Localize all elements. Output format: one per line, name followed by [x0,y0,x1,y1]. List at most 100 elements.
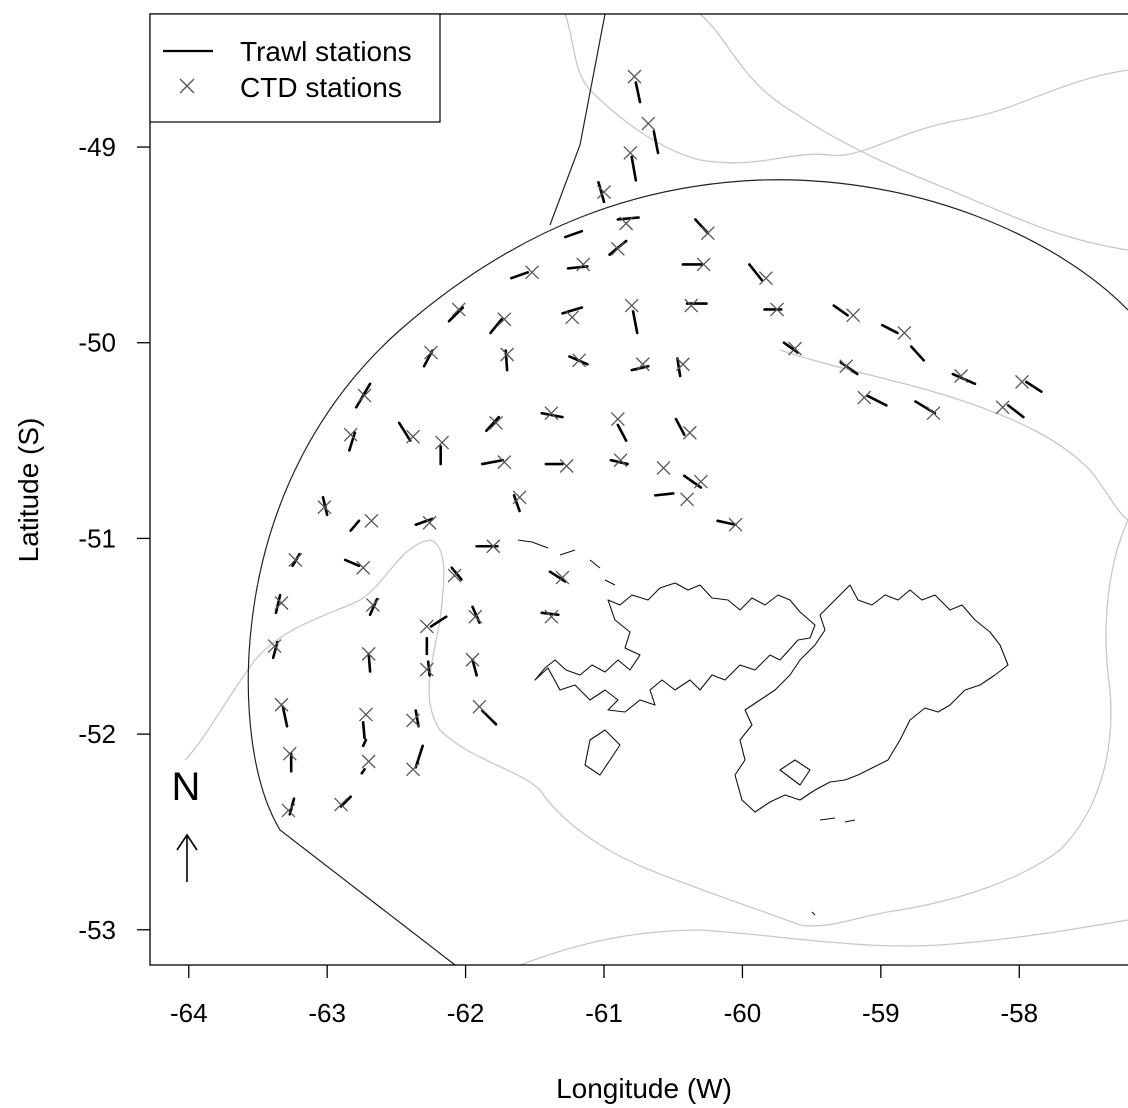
contour-south [519,919,1128,965]
ctd-station-67 [406,713,420,728]
ctd-station-51 [486,539,501,554]
ctd-stroke [451,302,466,317]
ctd-stroke [267,639,282,654]
ctd-stroke [544,609,559,624]
ctd-stroke [500,347,515,362]
ctd-stroke [356,560,371,575]
trawl-station-28 [865,394,888,407]
trawl-station-70 [480,709,498,726]
ctd-station-46 [680,492,695,507]
ctd-station-43 [656,461,671,475]
ctd-stroke [419,619,434,634]
ctd-stroke [334,797,348,812]
ctd-station-15 [624,298,639,313]
ctd-stroke [361,754,376,769]
ctd-stroke [288,552,303,567]
trawl-station-48 [716,519,737,527]
ctd-stroke [422,515,437,530]
ctd-stroke [419,662,434,677]
ctd-stroke [465,652,480,667]
x-tick-label: -60 [724,998,762,1028]
boundary-arc [247,179,1128,965]
ctd-stroke [624,298,639,313]
ctd-stroke [696,257,711,272]
ctd-stroke [512,490,527,505]
ctd-stroke [610,241,625,256]
ctd-station-69 [282,746,297,761]
trawl-station-54 [343,558,361,568]
ctd-stroke [486,539,501,554]
ctd-station-59 [544,609,559,624]
trawl-station-39 [540,411,564,419]
ctd-station-12 [451,302,466,317]
ctd-stroke [770,302,784,317]
ctd-stroke [544,406,559,421]
ctd-stroke [447,568,462,583]
trawl-station-64 [367,652,372,673]
ctd-stroke [424,345,438,360]
x-tick-label: -59 [862,998,900,1028]
ctd-station-35 [435,435,450,450]
ctd-station-40 [497,455,512,470]
ctd-station-29 [954,369,969,383]
trawl-station-62 [429,615,448,628]
trawl-station-47 [512,494,521,513]
ctd-station-9 [696,257,711,272]
ctd-station-3 [623,145,638,160]
ctd-station-72 [281,803,296,818]
ctd-station-63 [419,662,434,677]
trawl-station-36 [397,421,412,442]
ctd-stroke [682,425,697,440]
contour-east-slope [779,349,1128,521]
trawl-station-50 [349,519,361,532]
x-tick-label: -64 [170,998,208,1028]
ctd-stroke [839,359,854,374]
zone-boundary [247,14,1128,965]
ctd-stroke [555,570,570,585]
ctd-station-26 [839,359,854,374]
ctd-stroke [759,271,773,286]
ctd-stroke [675,357,690,372]
ctd-stroke [897,325,912,340]
ctd-stroke [846,308,861,323]
ctd-station-20 [424,345,438,360]
ctd-station-55 [555,570,570,585]
trawl-station-42 [480,458,505,466]
trawl-station-51 [414,517,434,527]
ctd-station-10 [525,265,539,280]
ctd-stroke [627,69,642,84]
east-island [734,584,1009,813]
trawl-station-60 [540,611,560,617]
trawl-station-66 [471,658,478,677]
legend-trawl-label: Trawl stations [240,36,412,67]
ctd-stroke [954,369,969,383]
x-tick-label: -58 [1000,998,1038,1028]
x-tick-label: -62 [447,998,485,1028]
trawl-station-41 [674,417,686,437]
ctd-station-38 [610,412,625,427]
y-axis-title: Latitude (S) [13,418,44,563]
ctd-stroke [576,257,591,272]
ctd-station-30 [995,400,1010,415]
ctd-station-16 [684,298,699,313]
ctd-station-25 [788,341,802,356]
ctd-stroke [995,400,1010,415]
ctd-stations-layer [267,69,1029,818]
ctd-station-21 [500,347,515,362]
ctd-stroke [559,459,574,473]
trawl-station-45 [653,492,675,497]
trawl-station-30 [909,345,926,362]
trawl-station-13 [447,306,465,323]
y-tick-label: -53 [78,915,116,945]
ctd-station-58 [468,609,483,624]
ctd-station-32 [357,388,372,403]
ctd-stroke [365,597,380,612]
ctd-station-17 [770,302,784,317]
y-axis: -49 -50 -51 -52 -53 [78,132,150,945]
y-tick-label: -51 [78,523,116,553]
ctd-stroke [572,353,587,368]
trawl-station-56 [548,570,567,583]
ctd-stroke [597,185,611,200]
ctd-station-54 [447,568,462,583]
